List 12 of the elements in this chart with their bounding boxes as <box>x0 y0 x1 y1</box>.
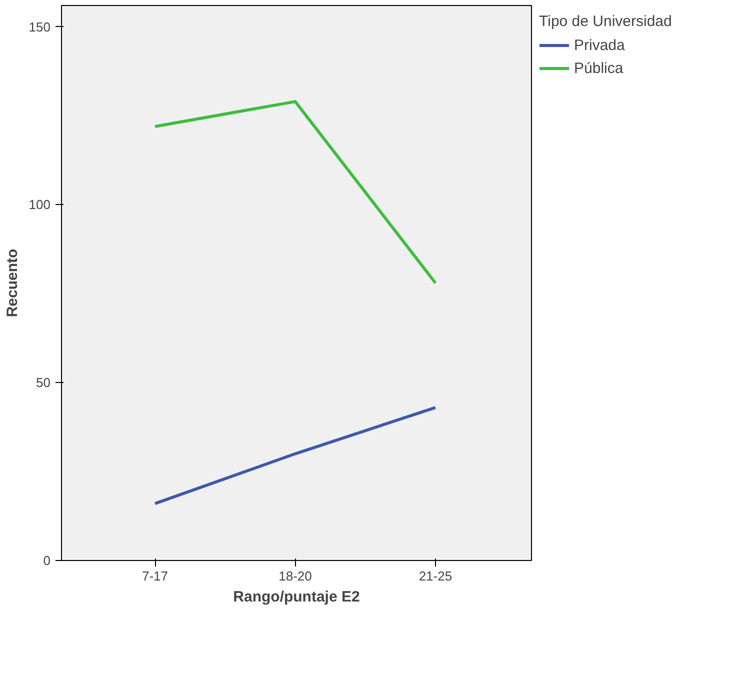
legend-title: Tipo de Universidad <box>539 13 672 30</box>
y-tick-label: 150 <box>28 19 51 34</box>
x-axis-title: Rango/puntaje E2 <box>233 588 360 606</box>
x-tick-label: 21-25 <box>418 568 452 584</box>
x-tick-label: 18-20 <box>278 568 312 584</box>
legend-label: Pública <box>574 60 624 76</box>
y-tick-label: 100 <box>28 197 51 212</box>
y-axis-title: Recuento <box>4 248 21 318</box>
y-tick-label: 0 <box>43 553 51 568</box>
x-tick-label: 7-17 <box>142 568 168 584</box>
legend-label: Privada <box>574 36 625 54</box>
y-tick-label: 50 <box>36 375 51 390</box>
